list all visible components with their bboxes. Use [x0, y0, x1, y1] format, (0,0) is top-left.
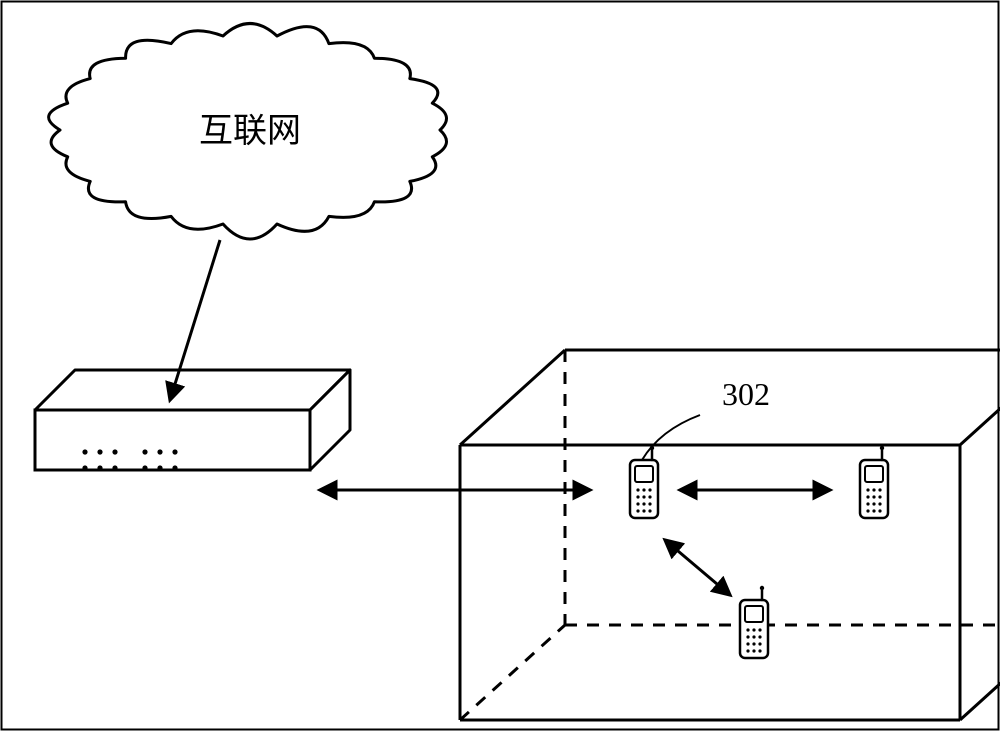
callout-label: 302: [722, 376, 770, 412]
cloud-label: 互联网: [199, 113, 301, 150]
arrow: [665, 540, 730, 595]
phone-2: [860, 446, 888, 518]
phone-3: [740, 586, 768, 658]
cloud-internet: 互联网: [49, 24, 447, 240]
router-device: [35, 370, 350, 471]
callout-302: 302: [642, 376, 770, 460]
